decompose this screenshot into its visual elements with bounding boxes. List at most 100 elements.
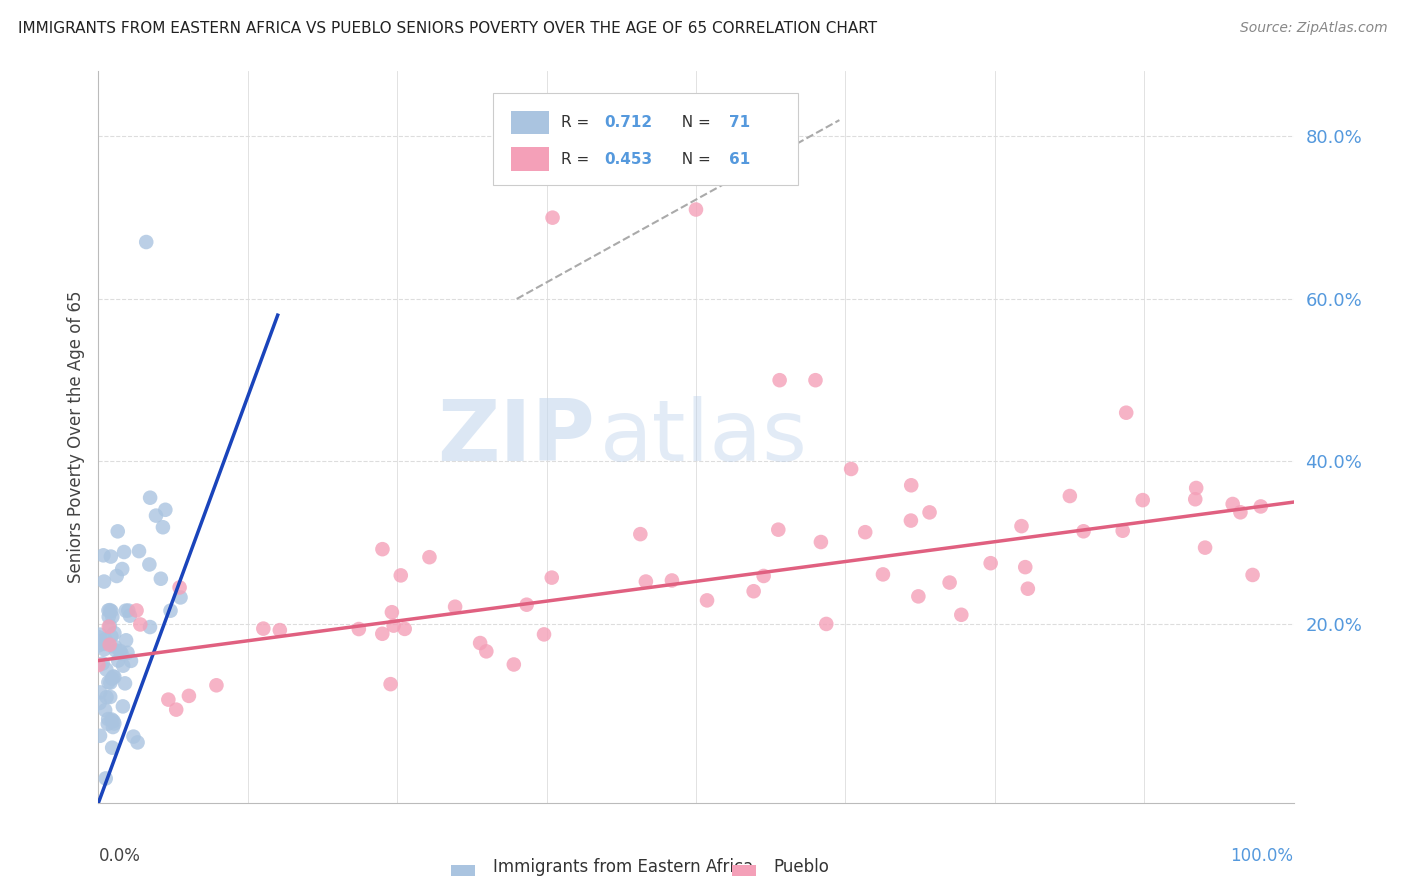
Point [685,202,707,217]
Point [97,675,120,690]
Point [135,235,157,249]
Point [93,637,115,651]
Point [768,373,790,387]
Point [1132,493,1154,508]
Point [93,549,115,563]
Point [157,692,180,706]
Point [105,569,128,583]
Point [980,556,1002,570]
FancyBboxPatch shape [451,865,475,876]
Text: 0.0%: 0.0% [98,847,141,864]
Point [118,608,141,623]
Point [98,603,121,617]
Point [1194,541,1216,555]
Point [950,607,973,622]
Text: N =: N = [672,152,716,167]
Text: ZIP: ZIP [437,395,595,479]
Text: Pueblo: Pueblo [773,858,830,876]
Point [381,605,404,619]
Point [94,772,117,786]
Point [139,491,162,505]
Point [540,571,562,585]
Point [94,632,117,647]
Point [742,584,765,599]
Point [112,658,135,673]
Point [101,610,124,624]
Point [155,503,177,517]
Point [129,617,152,632]
Point [97,603,120,617]
Text: R =: R = [561,152,595,167]
Point [89,627,111,641]
Point [97,609,120,624]
Text: 71: 71 [730,115,751,130]
Point [252,622,274,636]
Point [90,634,112,648]
Point [108,644,131,658]
Point [389,568,412,582]
Point [101,740,124,755]
Point [127,735,149,749]
Point [907,590,929,604]
Point [533,627,555,641]
Point [107,654,129,668]
Point [1185,481,1208,495]
Point [1250,500,1272,514]
Point [900,478,922,492]
Point [117,646,139,660]
Point [1017,582,1039,596]
Point [96,690,118,705]
Text: atlas: atlas [600,395,808,479]
Point [114,676,136,690]
Point [89,634,111,648]
Point [110,647,132,661]
Text: 0.712: 0.712 [605,115,652,130]
Point [371,627,394,641]
Point [103,626,125,640]
Point [804,373,827,387]
Text: Immigrants from Eastern Africa: Immigrants from Eastern Africa [494,858,754,876]
Point [1229,505,1251,519]
Point [1011,519,1033,533]
Text: Source: ZipAtlas.com: Source: ZipAtlas.com [1240,21,1388,35]
Point [103,716,125,731]
Point [628,527,651,541]
Point [100,629,122,643]
Point [177,689,200,703]
Point [269,623,291,637]
Text: 100.0%: 100.0% [1230,847,1294,864]
Point [1014,560,1036,574]
Point [1112,524,1135,538]
Point [394,622,416,636]
Point [475,644,498,658]
Point [89,685,111,699]
Point [205,678,228,692]
Point [111,562,134,576]
Point [122,730,145,744]
Point [96,663,118,677]
Point [768,523,790,537]
Point [634,574,657,589]
Point [93,642,115,657]
Point [371,542,394,557]
Point [661,574,683,588]
Point [468,636,491,650]
Point [100,604,122,618]
Point [139,620,162,634]
Point [89,696,111,710]
Text: 0.453: 0.453 [605,152,652,167]
Point [696,593,718,607]
Point [152,520,174,534]
Point [97,620,120,634]
Point [100,549,122,564]
Point [87,631,110,645]
Point [380,677,402,691]
Point [900,514,922,528]
Point [541,211,564,225]
Point [918,505,941,519]
Point [103,669,125,683]
Point [516,598,538,612]
Point [89,729,111,743]
Point [111,699,134,714]
FancyBboxPatch shape [733,865,756,876]
